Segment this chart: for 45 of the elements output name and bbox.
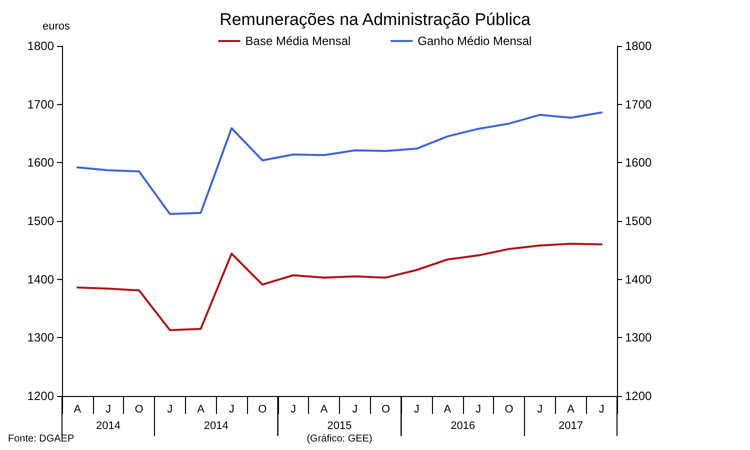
y-axis-title: euros [42,20,70,32]
text: 2014 [96,420,120,432]
x-tick-label: A [444,404,452,416]
x-tick-label: A [74,404,82,416]
y-tick-label: 1700 [27,97,54,112]
text: 2015 [327,420,352,432]
x-tick-label: J [476,404,481,416]
x-tick-label: A [320,404,328,416]
y-tick-label: 1400 [27,272,54,286]
x-tick-label: J [106,404,111,416]
text: 2014 [204,420,228,432]
y2-tick-label: 1200 [625,389,652,403]
x-tick-label: J [352,404,358,416]
y-tick-label: 1200 [27,389,54,403]
text: (Gráfico: GEE) [306,434,372,444]
x-tick-label: O [381,404,390,416]
line-series [76,112,603,215]
y-tick-label: 1800 [27,39,54,53]
chart-title: Remunerações na Administração Pública [220,10,531,29]
y2-tick-label: 1800 [625,39,652,53]
x-tick-label: O [504,404,514,416]
source-note: Fonte: DGAEP [8,434,74,444]
x-tick-label: J [537,404,543,416]
x-tick-label: A [567,404,576,416]
y-tick-label: 1300 [27,330,54,345]
text: 2016 [450,420,476,432]
y-tick-label: 1500 [27,214,54,228]
x-tick-label: A [197,404,206,416]
x-tick-label: J [598,404,604,416]
line-series [76,242,603,332]
y2-tick-label: 1700 [625,97,652,112]
x-tick-label: J [414,404,420,416]
y-tick-label: 1600 [27,156,54,170]
text: 2017 [558,420,583,432]
y2-tick-label: 1400 [625,272,652,286]
legend-label: Base Média Mensal [245,34,351,48]
x-tick-label: J [167,404,173,416]
x-tick-label: J [290,404,296,416]
y2-tick-label: 1600 [625,156,652,170]
x-tick-label: J [228,404,234,416]
y2-tick-label: 1500 [625,214,652,228]
x-tick-label: O [134,404,144,416]
x-tick-label: O [258,404,268,416]
y2-tick-label: 1300 [625,330,652,345]
legend-label: Ganho Médio Mensal [418,34,532,48]
